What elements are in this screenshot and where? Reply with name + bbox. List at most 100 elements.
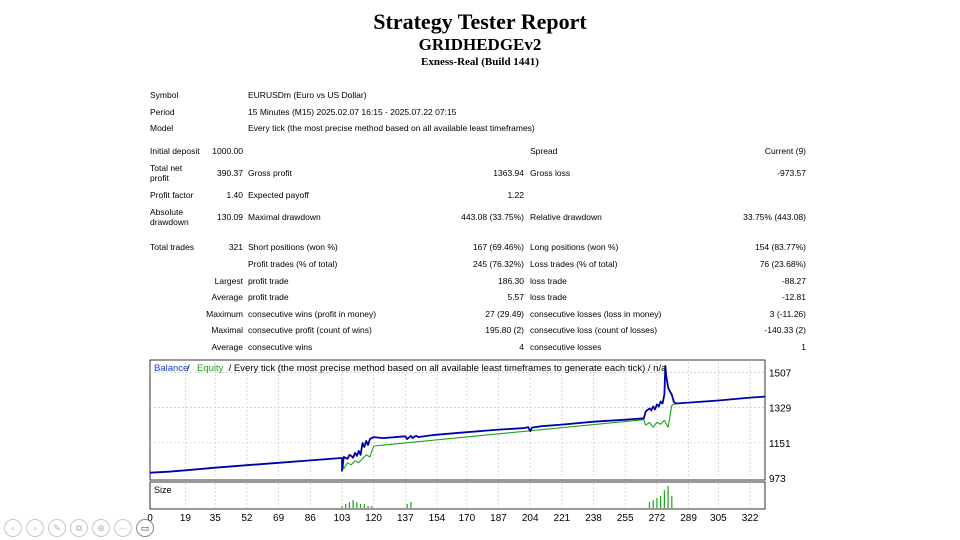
profit-factor-label: Profit factor: [150, 190, 194, 200]
maximal-consecutive-profit-value: 195.80 (2): [485, 325, 524, 335]
x-tick-label: 69: [273, 513, 285, 524]
expected-payoff-value: 1.22: [507, 190, 524, 200]
total-net-profit-label-1: Total net: [150, 163, 183, 173]
average-loss-label: loss trade: [530, 292, 567, 302]
size-panel-frame: [149, 481, 766, 510]
next-arrow-icon[interactable]: ›: [26, 519, 44, 537]
x-tick-label: 137: [397, 513, 414, 524]
size-bar: [656, 498, 658, 508]
legend-sep: /: [187, 363, 190, 374]
y-tick-label: 1151: [769, 439, 791, 450]
x-tick-label: 289: [680, 513, 697, 524]
size-bar: [352, 500, 354, 508]
x-tick-label: 305: [710, 513, 727, 524]
profit-trades-label: Profit trades (% of total): [248, 259, 338, 269]
expected-payoff-label: Expected payoff: [248, 190, 309, 200]
model-label: Model: [150, 123, 174, 133]
x-tick-label: 170: [458, 513, 475, 524]
total-net-profit-label-2: profit: [150, 173, 169, 183]
total-trades-value: 321: [228, 242, 243, 252]
long-positions-label: Long positions (won %): [530, 242, 619, 252]
size-bar: [348, 502, 351, 508]
average-loss-value: -12.81: [781, 292, 806, 302]
maximal-consecutive-loss-value: -140.33 (2): [764, 325, 806, 335]
x-tick-label: 272: [649, 513, 666, 524]
maximum-label: Maximum: [206, 309, 243, 319]
avg-consecutive-wins-label: consecutive wins: [248, 342, 313, 352]
y-tick-label: 973: [769, 474, 786, 485]
average-profit-value: 5.57: [507, 292, 524, 302]
main-panel-frame: [149, 359, 766, 481]
legend-balance: Balance: [154, 363, 188, 374]
size-bar: [345, 504, 347, 508]
size-bar: [671, 496, 673, 508]
absolute-drawdown-value: 130.09: [217, 212, 243, 222]
symbol-label: Symbol: [150, 90, 179, 100]
x-tick-label: 204: [522, 513, 539, 524]
prev-arrow-icon[interactable]: ‹: [4, 519, 22, 537]
maximal-label: Maximal: [211, 325, 243, 335]
spread-value: Current (9): [764, 146, 806, 156]
pen-icon[interactable]: ✎: [48, 519, 66, 537]
size-bar: [367, 506, 369, 508]
copy-icon[interactable]: ⧉: [70, 519, 88, 537]
size-bar: [371, 506, 373, 508]
x-tick-label: 120: [365, 513, 382, 524]
maximal-consecutive-profit-label: consecutive profit (count of wins): [248, 325, 372, 335]
camera-icon[interactable]: ▭: [136, 519, 154, 537]
size-bar: [660, 496, 662, 508]
maximal-drawdown-label: Maximal drawdown: [248, 212, 321, 222]
more-icon[interactable]: ⋯: [114, 519, 132, 537]
loss-trades-label: Loss trades (% of total): [530, 259, 618, 269]
relative-drawdown-value: 33.75% (443.08): [743, 212, 806, 222]
total-trades-label: Total trades: [150, 242, 194, 252]
profit-factor-value: 1.40: [226, 190, 243, 200]
largest-profit-value: 186.30: [498, 276, 524, 286]
average-profit-label: profit trade: [248, 292, 289, 302]
largest-profit-label: profit trade: [248, 276, 289, 286]
largest-loss-value: -88.27: [781, 276, 806, 286]
x-tick-label: 238: [585, 513, 602, 524]
short-positions-label: Short positions (won %): [248, 242, 338, 252]
initial-deposit-value: 1000.00: [212, 146, 243, 156]
initial-deposit-label: Initial deposit: [150, 146, 200, 156]
size-bar: [652, 500, 654, 508]
spread-label: Spread: [530, 146, 558, 156]
gross-profit-value: 1363.94: [493, 168, 524, 178]
series-line-equity: [341, 403, 676, 470]
avg-consecutive-losses-label: consecutive losses: [530, 342, 602, 352]
ea-name: GRIDHEDGEv2: [418, 35, 542, 54]
model-value: Every tick (the most precise method base…: [248, 123, 535, 133]
x-tick-label: 221: [554, 513, 571, 524]
x-tick-label: 52: [241, 513, 253, 524]
max-consecutive-losses-value: 3 (-11.26): [769, 309, 806, 319]
total-net-profit-value: 390.37: [217, 168, 243, 178]
max-consecutive-losses-label: consecutive losses (loss in money): [530, 309, 662, 319]
avg-consecutive-wins-value: 4: [519, 342, 524, 352]
zoom-icon[interactable]: ⊕: [92, 519, 110, 537]
symbol-value: EURUSDm (Euro vs US Dollar): [248, 90, 367, 100]
size-bar: [648, 502, 651, 508]
maximal-drawdown-value: 443.08 (33.75%): [461, 212, 524, 222]
x-tick-label: 154: [429, 513, 446, 524]
average-consecutive-label: Average: [211, 342, 243, 352]
x-tick-label: 322: [742, 513, 759, 524]
profit-trades-value: 245 (76.32%): [472, 259, 524, 269]
size-bar: [406, 504, 408, 508]
absolute-drawdown-label-2: drawdown: [150, 217, 189, 227]
size-panel-label: Size: [154, 485, 172, 495]
gross-loss-value: -973.57: [777, 168, 806, 178]
server-name: Exness-Real (Build 1441): [421, 56, 539, 68]
relative-drawdown-label: Relative drawdown: [530, 212, 602, 222]
x-tick-label: 187: [490, 513, 507, 524]
x-tick-label: 103: [334, 513, 351, 524]
average-label: Average: [211, 292, 243, 302]
size-bar: [667, 486, 669, 508]
legend-description: / Every tick (the most precise method ba…: [226, 363, 667, 374]
absolute-drawdown-label-1: Absolute: [150, 207, 184, 217]
period-value: 15 Minutes (M15) 2025.02.07 16:15 - 2025…: [248, 107, 457, 117]
avg-consecutive-losses-value: 1: [801, 342, 806, 352]
series-line-balance: [149, 365, 766, 474]
maximal-consecutive-loss-label: consecutive loss (count of losses): [530, 325, 658, 335]
